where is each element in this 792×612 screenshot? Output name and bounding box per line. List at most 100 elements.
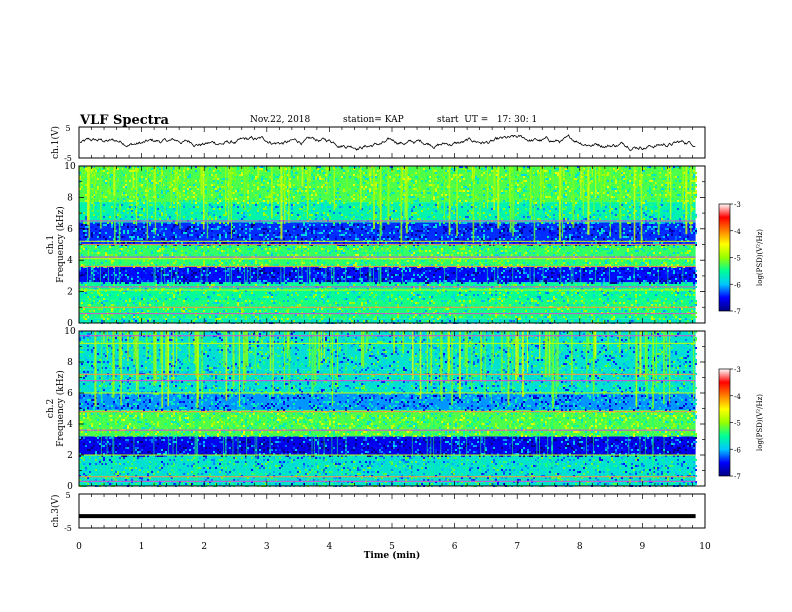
spectral-cell <box>399 260 401 262</box>
spectral-cell <box>195 294 197 296</box>
spectral-cell <box>415 302 417 304</box>
spectral-cell <box>371 262 373 264</box>
spectral-cell <box>213 274 215 276</box>
spectral-cell <box>125 274 127 276</box>
spectral-cell <box>169 218 171 220</box>
spectral-cell <box>239 284 241 286</box>
spectral-cell <box>383 176 385 178</box>
spectral-cell <box>295 292 297 294</box>
spectral-cell <box>123 224 125 226</box>
spectral-cell <box>143 238 145 240</box>
spectral-cell <box>223 192 225 194</box>
spectral-cell <box>125 186 127 188</box>
spectral-cell <box>139 308 141 310</box>
spectral-cell <box>183 276 185 278</box>
spectral-cell <box>213 284 215 286</box>
spectral-cell <box>259 310 261 312</box>
spectral-cell <box>305 180 307 182</box>
spectral-cell <box>263 182 265 184</box>
spectral-cell <box>97 308 99 310</box>
spectral-cell <box>265 184 267 186</box>
spectral-cell <box>167 260 169 262</box>
spectral-cell <box>403 316 405 318</box>
spectral-cell <box>127 242 129 244</box>
spectral-cell <box>311 238 313 240</box>
spectral-cell <box>109 252 111 254</box>
spectral-cell <box>319 180 321 182</box>
spectral-cell <box>193 196 195 198</box>
spectral-cell <box>235 302 237 304</box>
spectral-cell <box>263 200 265 202</box>
spectral-cell <box>129 310 131 312</box>
spectral-cell <box>195 250 197 252</box>
spectral-cell <box>223 250 225 252</box>
spectral-cell <box>175 228 177 230</box>
spectral-cell <box>179 298 181 300</box>
spectral-cell <box>83 318 85 320</box>
spectral-cell <box>209 284 211 286</box>
spectral-cell <box>105 254 107 256</box>
spectral-cell <box>257 176 259 178</box>
spectral-cell <box>105 194 107 196</box>
spectral-cell <box>95 270 97 272</box>
spectral-cell <box>329 188 331 190</box>
spectral-cell <box>141 284 143 286</box>
spectral-cell <box>221 176 223 178</box>
spectral-cell <box>139 318 141 320</box>
spectral-cell <box>329 292 331 294</box>
spectral-cell <box>371 276 373 278</box>
spectral-cell <box>149 204 151 206</box>
spectral-cell <box>91 232 93 234</box>
spectral-cell <box>403 296 405 298</box>
spectral-cell <box>341 250 343 252</box>
spectral-cell <box>205 180 207 182</box>
spectral-cell <box>309 218 311 220</box>
spectral-cell <box>337 176 339 178</box>
spectral-cell <box>117 242 119 244</box>
spectral-cell <box>319 198 321 200</box>
spectral-cell <box>371 248 373 250</box>
spectral-cell <box>195 206 197 208</box>
spectral-cell <box>131 252 133 254</box>
spectral-cell <box>397 304 399 306</box>
spectral-cell <box>363 176 365 178</box>
spectral-cell <box>357 264 359 266</box>
spectral-cell <box>339 206 341 208</box>
spectral-cell <box>115 282 117 284</box>
spectral-cell <box>149 180 151 182</box>
spectral-cell <box>201 208 203 210</box>
spectral-cell <box>413 246 415 248</box>
spectral-cell <box>89 280 91 282</box>
spectral-cell <box>311 174 313 176</box>
spectral-cell <box>217 248 219 250</box>
spectral-cell <box>313 190 315 192</box>
spectral-cell <box>407 278 409 280</box>
spectral-cell <box>193 192 195 194</box>
spectral-cell <box>323 236 325 238</box>
spectral-cell <box>411 232 413 234</box>
spectral-cell <box>373 242 375 244</box>
spectral-cell <box>151 230 153 232</box>
spectral-cell <box>133 314 135 316</box>
spectral-cell <box>253 198 255 200</box>
spectral-cell <box>269 222 271 224</box>
spectral-cell <box>215 280 217 282</box>
spectral-cell <box>141 276 143 278</box>
spectral-cell <box>275 238 277 240</box>
spectral-cell <box>187 272 189 274</box>
spectral-cell <box>297 216 299 218</box>
spectral-cell <box>349 228 351 230</box>
spectral-cell <box>81 272 83 274</box>
spectral-cell <box>417 282 419 284</box>
spectral-cell <box>215 198 217 200</box>
spectral-cell <box>415 308 417 310</box>
spectral-cell <box>291 208 293 210</box>
spectral-cell <box>141 182 143 184</box>
spectral-cell <box>301 238 303 240</box>
spectral-cell <box>365 196 367 198</box>
spectral-cell <box>253 272 255 274</box>
spectral-cell <box>239 174 241 176</box>
spectral-cell <box>219 318 221 320</box>
spectral-cell <box>179 262 181 264</box>
spectral-cell <box>353 194 355 196</box>
